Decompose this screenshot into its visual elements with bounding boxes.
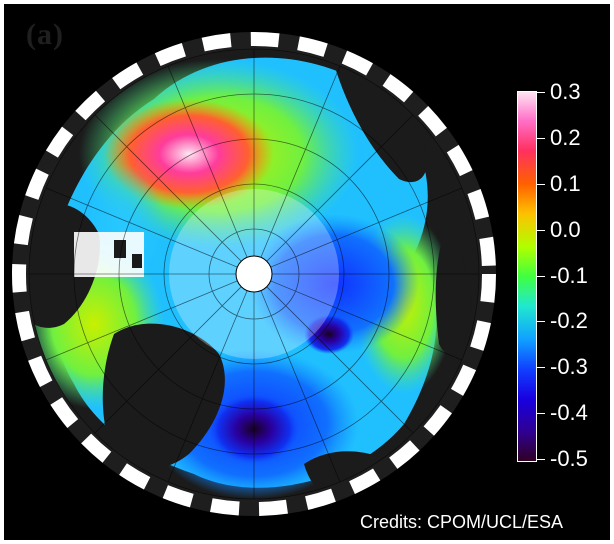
colorbar-tick [537, 413, 545, 415]
colorbar-tick [537, 321, 545, 323]
colorbar-tick [537, 183, 545, 185]
siberia-landmass [334, 64, 428, 183]
colorbar-tick [537, 137, 545, 139]
colorbar-tick [537, 367, 545, 369]
panel-label: (a) [26, 18, 64, 51]
greenland-landmass [102, 323, 225, 469]
map-panel: (a) [4, 4, 610, 540]
map-border-ring [12, 32, 496, 516]
colorbar-tick [537, 275, 545, 277]
colorbar-tick-label: -0.1 [550, 262, 588, 288]
colorbar-tick-label: -0.5 [550, 446, 588, 471]
colorbar-tick-label: -0.4 [550, 400, 588, 426]
colorbar-tick-label: 0.3 [550, 79, 581, 104]
colorbar [517, 91, 537, 462]
colorbar-tick-label: 0.2 [550, 124, 581, 150]
polar-stereographic-map [12, 32, 537, 516]
colorbar-tick-label: -0.3 [550, 354, 588, 380]
colorbar-tick [537, 229, 545, 231]
colorbar-tick [537, 92, 545, 93]
colorbar-tick-label: 0.0 [550, 216, 581, 242]
colorbar-gradient [517, 91, 537, 462]
colorbar-tick-label: -0.2 [550, 308, 588, 334]
north-pole-marker [235, 255, 273, 293]
colorbar-tick [537, 459, 545, 460]
russia-coast-landmass [435, 234, 471, 355]
colorbar-tick-label: 0.1 [550, 170, 581, 196]
credits-text: Credits: CPOM/UCL/ESA [360, 512, 564, 532]
